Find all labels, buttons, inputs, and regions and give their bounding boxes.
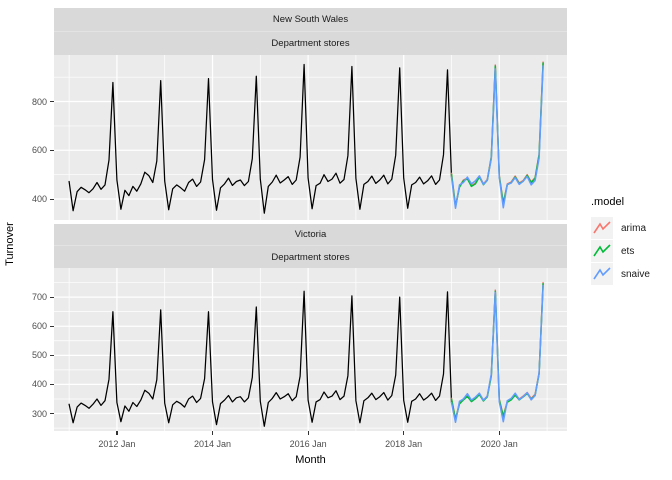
y-tick-label: 600 — [31, 321, 47, 332]
panel-victoria — [54, 268, 567, 431]
x-axis-title: Month — [295, 454, 326, 466]
tick-mark — [50, 354, 54, 356]
legend-label: snaive — [621, 268, 650, 280]
facet-strip-victoria-industry: Department stores — [54, 246, 567, 268]
tick-mark — [212, 431, 214, 435]
y-tick-label: 600 — [31, 145, 47, 156]
ets-line-icon — [591, 240, 613, 262]
facet-subtitle: Department stores — [271, 38, 350, 49]
panel-nsw-plot — [54, 55, 567, 220]
strip-divider — [54, 245, 567, 246]
arima-line-icon — [591, 217, 613, 239]
y-tick-label: 800 — [31, 96, 47, 107]
legend-item-snaive: snaive — [591, 263, 650, 285]
legend-label: ets — [621, 245, 635, 257]
legend-title: .model — [591, 196, 625, 208]
tick-mark — [307, 431, 309, 435]
y-tick-label: 700 — [31, 292, 47, 303]
snaive-line-icon — [591, 263, 613, 285]
tick-mark — [50, 325, 54, 327]
tick-mark — [116, 431, 118, 435]
legend-item-arima: arima — [591, 217, 650, 239]
facet-title: New South Wales — [272, 14, 349, 25]
panel-victoria-plot — [54, 268, 567, 431]
facet-title: Victoria — [294, 229, 327, 240]
x-tick-label: 2020 Jan — [480, 438, 518, 449]
y-tick-label: 400 — [31, 379, 47, 390]
facet-strip-nsw: New South Wales — [54, 8, 567, 31]
tick-mark — [403, 431, 405, 435]
x-tick-label: 2016 Jan — [289, 438, 327, 449]
panel-nsw — [54, 55, 567, 220]
tick-mark — [50, 383, 54, 386]
x-tick-label: 2018 Jan — [385, 438, 423, 449]
tick-mark — [50, 296, 54, 298]
legend-label: arima — [621, 222, 647, 234]
strip-divider — [54, 31, 567, 32]
legend: .model arima ets snaive — [591, 196, 650, 286]
tick-mark — [50, 198, 54, 200]
legend-item-ets: ets — [591, 240, 650, 262]
facet-subtitle: Department stores — [271, 251, 350, 263]
x-tick-label: 2014 Jan — [193, 438, 232, 449]
y-tick-label: 300 — [31, 408, 47, 419]
tick-mark — [50, 101, 54, 103]
y-axis-title: Turnover — [4, 222, 16, 266]
tick-mark — [50, 413, 54, 415]
facet-strip-nsw-industry: Department stores — [54, 32, 567, 55]
y-tick-label: 400 — [31, 194, 47, 205]
tick-mark — [50, 149, 54, 151]
x-tick-label: 2012 Jan — [98, 438, 136, 449]
facet-strip-victoria: Victoria — [54, 224, 567, 245]
y-tick-label: 500 — [31, 350, 47, 361]
tick-mark — [498, 431, 500, 435]
